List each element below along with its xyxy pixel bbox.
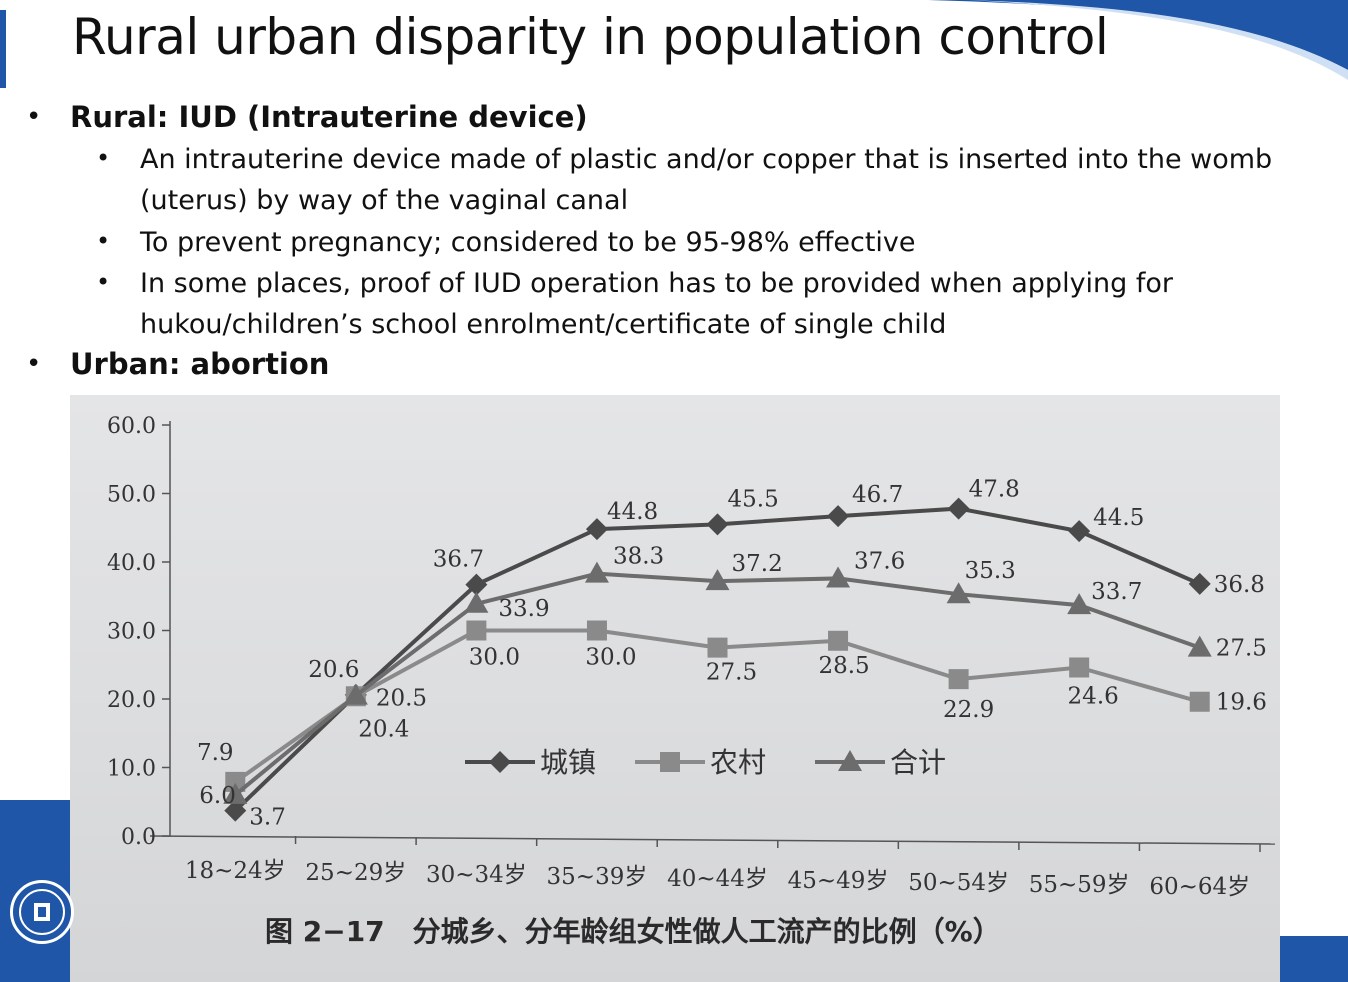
line-chart: 0.0 10.0 20.0 30.0 40.0 50.0 60.0 18~24岁 25~29岁 3…	[107, 414, 1276, 900]
bullet-rural-sub-2: To prevent pregnancy; considered to be 9…	[140, 227, 916, 258]
data-point-square	[466, 620, 487, 641]
bottom-right-decoration	[1280, 936, 1348, 982]
chart-photo: 0.0 10.0 20.0 30.0 40.0 50.0 60.0 18~24岁 25~29岁 3…	[70, 395, 1280, 982]
bullet-dot: •	[26, 102, 42, 132]
data-label: 24.6	[1068, 683, 1119, 709]
data-label: 44.5	[1093, 505, 1144, 531]
bullet-dot: •	[96, 268, 111, 296]
data-label: 27.5	[706, 660, 757, 686]
data-label: 20.6	[308, 657, 359, 683]
legend-marker	[660, 752, 680, 772]
x-tick-label: 45~49岁	[788, 868, 889, 894]
data-label: 36.7	[433, 547, 484, 573]
data-label: 45.5	[728, 486, 779, 512]
slide-title: Rural urban disparity in population cont…	[72, 8, 1109, 66]
data-point-triangle	[1187, 635, 1212, 657]
data-label: 46.7	[852, 482, 903, 508]
data-point-triangle	[705, 569, 730, 591]
x-tick-label: 50~54岁	[908, 870, 1009, 896]
x-axis-line	[149, 835, 1276, 845]
data-label: 28.5	[818, 653, 869, 679]
data-label: 27.5	[1216, 636, 1267, 662]
data-point-triangle	[464, 591, 489, 613]
data-label: 33.7	[1091, 579, 1142, 605]
data-label: 38.3	[613, 544, 664, 570]
data-point-square	[1069, 657, 1090, 678]
y-tick-label: 30.0	[107, 620, 156, 645]
data-label: 37.6	[854, 548, 905, 574]
chart-caption: 图 2−17 分城乡、分年龄组女性做人工流产的比例（%）	[265, 915, 1001, 948]
data-point-triangle	[584, 561, 609, 583]
data-label: 37.2	[732, 551, 783, 577]
data-label: 3.7	[249, 805, 286, 831]
x-tick-label: 40~44岁	[667, 866, 768, 892]
data-label: 19.6	[1216, 690, 1267, 716]
x-tick-label: 55~59岁	[1029, 872, 1130, 898]
data-label: 33.9	[498, 596, 549, 622]
x-tick-label: 30~34岁	[426, 862, 527, 888]
top-right-decoration	[928, 0, 1348, 80]
data-point-square	[948, 669, 969, 690]
legend-label: 农村	[710, 746, 766, 779]
bullet-rural-sub-3: In some places, proof of IUD operation h…	[140, 268, 1174, 340]
data-point-square	[586, 620, 607, 641]
data-point-square	[225, 771, 246, 792]
x-tick-label: 25~29岁	[305, 860, 406, 886]
data-point-diamond	[706, 513, 729, 536]
data-point-diamond	[465, 573, 488, 596]
data-point-square	[1189, 691, 1210, 712]
data-point-triangle	[223, 782, 248, 804]
left-accent-bar	[0, 10, 6, 88]
bullet-dot: •	[96, 227, 111, 255]
y-tick-label: 40.0	[107, 551, 156, 576]
data-point-square	[707, 637, 728, 658]
x-tick-label: 60~64岁	[1149, 874, 1250, 900]
data-point-diamond	[585, 518, 608, 541]
data-label: 30.0	[585, 645, 636, 671]
data-label: 30.0	[469, 645, 520, 671]
data-label: 20.4	[358, 716, 409, 742]
data-label: 6.0	[199, 783, 236, 809]
data-point-diamond	[1068, 520, 1091, 543]
legend-label: 合计	[890, 746, 946, 779]
y-tick-label: 10.0	[107, 757, 156, 782]
university-logo-icon	[10, 880, 74, 944]
data-point-square	[828, 630, 849, 651]
y-tick-label: 50.0	[107, 483, 156, 508]
x-tick-label: 18~24岁	[185, 858, 286, 884]
data-point-diamond	[947, 497, 970, 520]
data-point-triangle	[946, 582, 971, 604]
legend-marker	[489, 751, 511, 773]
data-point-triangle	[826, 566, 851, 588]
data-point-triangle	[1067, 593, 1092, 615]
bullet-dot: •	[26, 349, 42, 379]
data-label: 35.3	[965, 558, 1016, 584]
y-tick-label: 0.0	[121, 825, 156, 850]
data-label: 36.8	[1214, 572, 1265, 598]
data-point-diamond	[224, 799, 247, 822]
data-point-diamond	[827, 505, 850, 528]
bullet-rural-sub-1: An intrauterine device made of plastic a…	[140, 144, 1273, 216]
y-tick-label: 60.0	[107, 414, 156, 439]
data-label: 20.5	[376, 686, 427, 712]
bullet-urban: Urban: abortion	[70, 347, 330, 381]
legend-marker	[838, 750, 862, 771]
data-label: 22.9	[943, 697, 994, 723]
x-tick-label: 35~39岁	[547, 864, 648, 890]
bullet-rural: Rural: IUD (Intrauterine device)	[70, 100, 588, 134]
data-label: 47.8	[969, 477, 1020, 503]
data-label: 7.9	[197, 740, 234, 766]
bullet-dot: •	[96, 144, 111, 172]
y-tick-label: 20.0	[107, 688, 156, 713]
data-point-diamond	[1188, 572, 1211, 595]
data-point-triangle	[343, 683, 368, 705]
legend-label: 城镇	[540, 746, 596, 779]
data-label: 44.8	[607, 499, 658, 525]
